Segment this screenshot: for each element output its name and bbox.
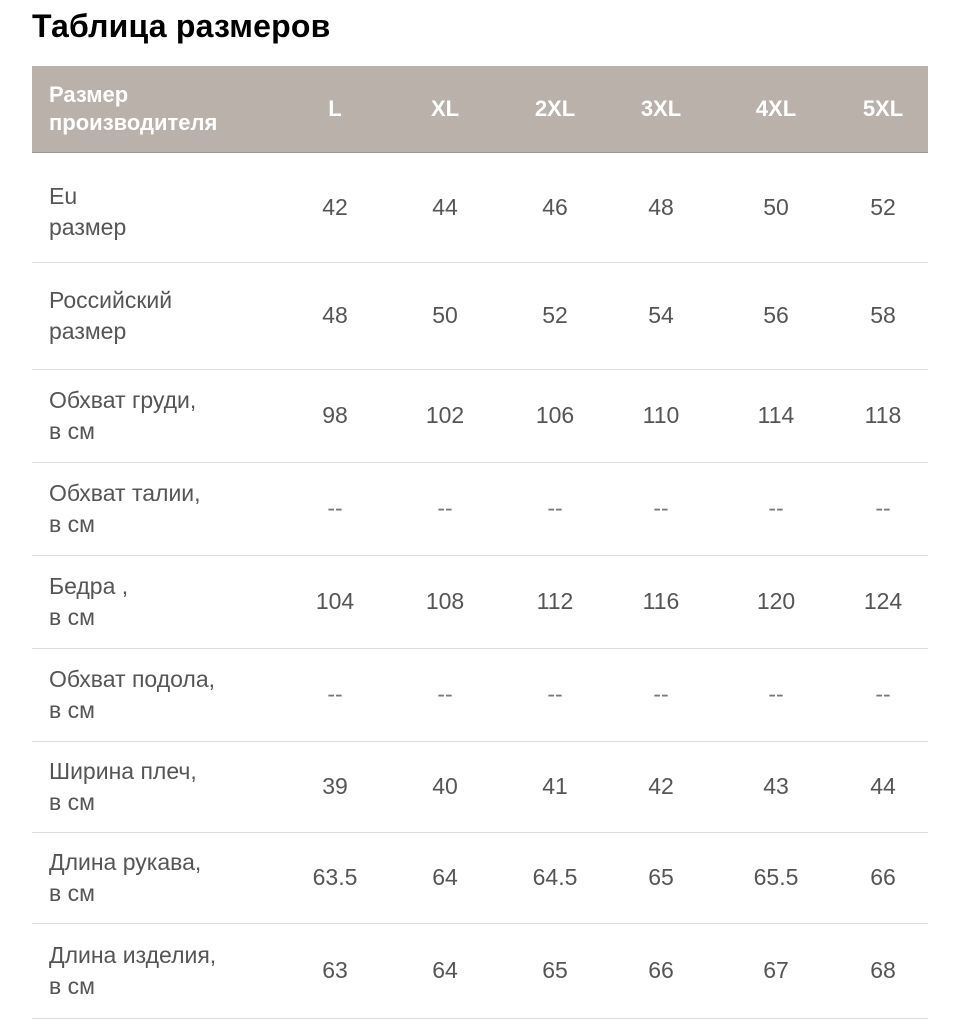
table-cell: 40	[432, 773, 458, 799]
row-label: Eu размер	[49, 183, 127, 240]
row-label: Обхват подола, в см	[49, 665, 216, 723]
table-cell: 48	[322, 302, 348, 328]
table-cell: 66	[870, 864, 896, 890]
table-cell: 43	[763, 773, 789, 799]
table-cell: 64	[432, 957, 458, 983]
table-cell: --	[327, 495, 343, 521]
table-row-hem: Обхват подола, в см -- -- -- -- -- --	[32, 648, 928, 741]
table-cell: 48	[648, 193, 674, 220]
header-size-l: L	[328, 95, 342, 121]
table-cell: 54	[648, 302, 674, 328]
table-row-sleeve: Длина рукава, в см 63.5 64 64.5 65 65.5 …	[32, 832, 928, 923]
table-row-chest: Обхват груди, в см 98 102 106 110 114 11…	[32, 369, 928, 462]
header-size-2xl: 2XL	[534, 95, 576, 121]
table-cell: 58	[870, 302, 896, 328]
table-cell: 64.5	[532, 864, 578, 890]
table-cell: 104	[315, 588, 355, 614]
table-cell: --	[547, 681, 563, 707]
table-cell: --	[327, 681, 343, 707]
table-cell: 63.5	[312, 864, 358, 890]
table-cell: 116	[642, 588, 680, 614]
table-row-waist: Обхват талии, в см -- -- -- -- -- --	[32, 462, 928, 555]
table-cell: 42	[322, 193, 348, 220]
table-cell: 65.5	[753, 864, 799, 890]
table-cell: 50	[432, 302, 458, 328]
table-cell: 102	[425, 402, 465, 428]
table-row-eu-size: Eu размер 42 44 46 48 50 52	[32, 152, 928, 262]
table-row-hips: Бедра , в см 104 108 112 116 120 124	[32, 555, 928, 648]
table-cell: 120	[756, 588, 796, 614]
table-cell: 44	[432, 193, 458, 220]
table-cell: 114	[757, 402, 795, 428]
table-cell: --	[653, 681, 669, 707]
table-cell: 66	[648, 957, 674, 983]
table-cell: 65	[648, 864, 674, 890]
header-manufacturer-size: Размер производителя	[49, 81, 218, 135]
row-label: Ширина плеч, в см	[49, 757, 197, 815]
table-cell: 63	[322, 957, 348, 983]
row-label: Бедра , в см	[49, 572, 129, 630]
table-cell: --	[653, 495, 669, 521]
table-cell: 42	[648, 773, 674, 799]
table-cell: 41	[542, 773, 568, 799]
table-cell: 65	[542, 957, 568, 983]
table-cell: 110	[642, 402, 680, 428]
table-row-shoulders: Ширина плеч, в см 39 40 41 42 43 44	[32, 741, 928, 832]
table-cell: 98	[322, 402, 348, 428]
row-label: Обхват груди, в см	[49, 386, 197, 444]
header-size-3xl: 3XL	[640, 95, 682, 121]
table-cell: 46	[542, 193, 568, 220]
table-cell: 64	[432, 864, 458, 890]
table-cell: 108	[425, 588, 465, 614]
table-cell: --	[875, 495, 891, 521]
table-cell: --	[875, 681, 891, 707]
header-size-xl: XL	[430, 95, 460, 121]
table-cell: 106	[535, 402, 575, 428]
table-cell: 124	[863, 588, 903, 614]
table-cell: 56	[763, 302, 789, 328]
table-row-russian-size: Российский размер 48 50 52 54 56 58	[32, 262, 928, 369]
size-chart-table: Размер производителя L XL 2XL 3XL 4XL 5X…	[32, 66, 928, 1019]
row-label: Обхват талии, в см	[49, 479, 201, 537]
header-size-4xl: 4XL	[755, 95, 797, 121]
table-header-row: Размер производителя L XL 2XL 3XL 4XL 5X…	[32, 66, 928, 152]
table-cell: 67	[763, 957, 789, 983]
table-cell: --	[437, 681, 453, 707]
table-cell: 52	[870, 193, 896, 220]
row-label: Длина изделия, в см	[49, 941, 217, 999]
table-row-length: Длина изделия, в см 63 64 65 66 67 68	[32, 923, 928, 1018]
table-cell: --	[768, 495, 784, 521]
table-cell: 68	[870, 957, 896, 983]
table-cell: 112	[536, 588, 574, 614]
page-title: Таблица размеров	[32, 8, 331, 44]
table-cell: --	[547, 495, 563, 521]
table-cell: 118	[864, 402, 902, 428]
table-cell: --	[437, 495, 453, 521]
row-label: Длина рукава, в см	[49, 848, 202, 906]
table-cell: 39	[322, 773, 348, 799]
row-label: Российский размер	[49, 286, 173, 344]
table-cell: 44	[870, 773, 896, 799]
header-size-5xl: 5XL	[862, 95, 904, 121]
table-cell: 52	[542, 302, 568, 328]
table-cell: 50	[763, 193, 789, 220]
table-cell: --	[768, 681, 784, 707]
